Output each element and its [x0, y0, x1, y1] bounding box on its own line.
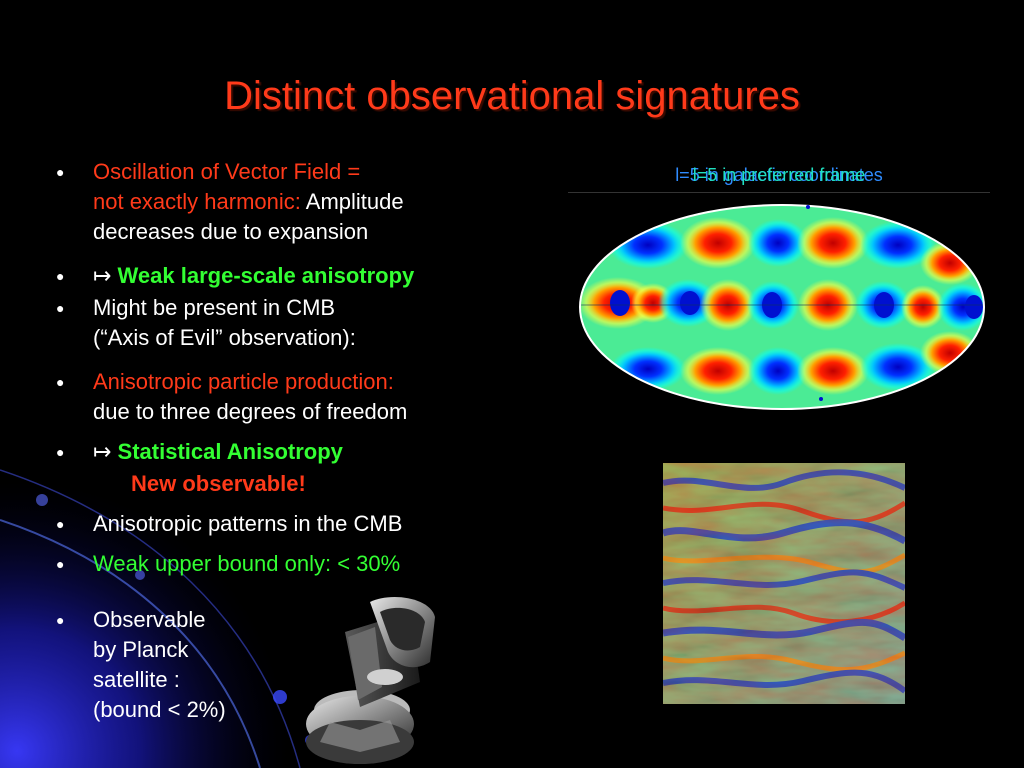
bullet-text: Anisotropic patterns in the CMB: [93, 511, 403, 536]
bullet-text: Might be present in CMB: [93, 295, 336, 320]
bullet-text: (bound < 2%): [93, 697, 226, 722]
mollweide-map-image: [579, 204, 985, 410]
bullet-dot-icon: ●: [56, 516, 65, 532]
bullet-text: Oscillation of Vector Field =: [93, 159, 361, 184]
maps-to-arrow-icon: ↦: [93, 439, 118, 464]
figure-caption: l=5 in galactic coordinates l=5 in prefe…: [568, 162, 990, 192]
maps-to-arrow-icon: ↦: [93, 263, 118, 288]
bullet-text: ↦ Weak large-scale anisotropy: [93, 261, 414, 291]
bullet-dot-icon: ●: [56, 444, 65, 460]
slide-title: Distinct observational signatures: [224, 74, 800, 118]
bullet-text-green: Statistical Anisotropy: [117, 439, 343, 464]
bullet-text: Weak upper bound only: < 30%: [93, 551, 401, 576]
cmb-pattern-image: [663, 463, 905, 704]
bullet-dot-icon: ●: [56, 300, 65, 316]
bullet-dot-icon: ●: [56, 374, 65, 390]
bullet-dot-icon: ●: [56, 612, 65, 628]
bullet-text: satellite :: [93, 667, 180, 692]
caption-preferred-frame: l=5 in preferred frame: [692, 165, 866, 185]
bullet-text-red: New observable!: [131, 471, 306, 496]
bullet-text: Observable: [93, 607, 206, 632]
bullet-text: Anisotropic particle production:: [93, 369, 394, 394]
planck-satellite-icon: [306, 597, 435, 764]
bullet-text: ↦ Statistical Anisotropy: [93, 437, 343, 467]
bullet-text: (“Axis of Evil” observation):: [93, 325, 356, 350]
bullet-text: by Planck: [93, 637, 189, 662]
bullet-text-white: Amplitude: [305, 189, 404, 214]
bullet-dot-icon: ●: [56, 164, 65, 180]
bullet-dot-icon: ●: [56, 268, 65, 284]
bullet-text-red: not exactly harmonic:: [93, 189, 306, 214]
bullet-text-green: Weak large-scale anisotropy: [117, 263, 415, 288]
bullet-text: due to three degrees of freedom: [93, 399, 408, 424]
bullet-dot-icon: ●: [56, 556, 65, 572]
bullet-text: not exactly harmonic: Amplitude: [93, 187, 404, 217]
bullet-text: decreases due to expansion: [93, 219, 369, 244]
caption-galactic: l=5 in galactic coordinates: [675, 165, 883, 185]
caption-divider: [568, 192, 990, 193]
